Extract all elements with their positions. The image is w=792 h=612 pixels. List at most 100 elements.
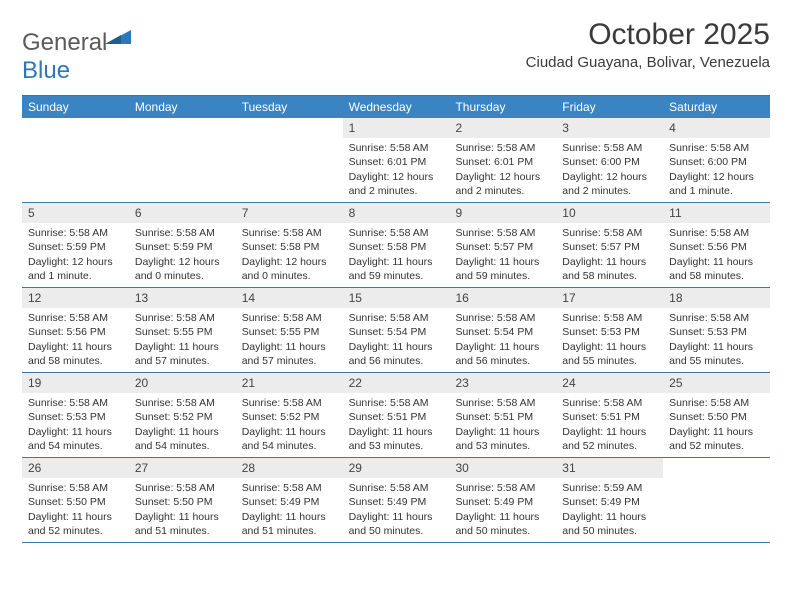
day-cell-20: 20Sunrise: 5:58 AMSunset: 5:52 PMDayligh… — [129, 373, 236, 457]
weekday-tuesday: Tuesday — [236, 96, 343, 118]
daylight-line: Daylight: 11 hours and 50 minutes. — [455, 510, 550, 538]
day-cell-29: 29Sunrise: 5:58 AMSunset: 5:49 PMDayligh… — [343, 458, 450, 542]
sunrise-line: Sunrise: 5:58 AM — [135, 396, 230, 410]
sunrise-line: Sunrise: 5:58 AM — [349, 481, 444, 495]
daylight-line: Daylight: 11 hours and 56 minutes. — [455, 340, 550, 368]
daylight-line: Daylight: 12 hours and 2 minutes. — [349, 170, 444, 198]
daylight-line: Daylight: 12 hours and 0 minutes. — [242, 255, 337, 283]
day-number: 23 — [449, 373, 556, 393]
day-cell-11: 11Sunrise: 5:58 AMSunset: 5:56 PMDayligh… — [663, 203, 770, 287]
day-cell-16: 16 Sunrise: 5:58 AMSunset: 5:54 PMDayligh… — [449, 288, 556, 372]
day-number: 20 — [129, 373, 236, 393]
sunrise-line: Sunrise: 5:58 AM — [135, 226, 230, 240]
daylight-line: Daylight: 11 hours and 52 minutes. — [28, 510, 123, 538]
calendar-body: 1 Sunrise: 5:58 AMSunset: 6:01 PMDaylight… — [22, 118, 770, 543]
day-cell-5: 5 Sunrise: 5:58 AMSunset: 5:59 PMDaylight… — [22, 203, 129, 287]
sunrise-line: Sunrise: 5:58 AM — [455, 311, 550, 325]
daylight-line: Daylight: 11 hours and 57 minutes. — [242, 340, 337, 368]
sunrise-line: Sunrise: 5:58 AM — [242, 311, 337, 325]
sunset-line: Sunset: 5:58 PM — [242, 240, 337, 254]
sunrise-line: Sunrise: 5:58 AM — [562, 226, 657, 240]
day-number: 25 — [663, 373, 770, 393]
sunrise-line: Sunrise: 5:58 AM — [669, 141, 764, 155]
daylight-line: Daylight: 12 hours and 1 minute. — [28, 255, 123, 283]
day-number: 6 — [129, 203, 236, 223]
sunrise-line: Sunrise: 5:59 AM — [562, 481, 657, 495]
day-number: 17 — [556, 288, 663, 308]
day-number: 15 — [343, 288, 450, 308]
daylight-line: Daylight: 11 hours and 52 minutes. — [562, 425, 657, 453]
sunset-line: Sunset: 6:00 PM — [562, 155, 657, 169]
day-cell-8: 8Sunrise: 5:58 AMSunset: 5:58 PMDaylight… — [343, 203, 450, 287]
sunrise-line: Sunrise: 5:58 AM — [455, 141, 550, 155]
sunset-line: Sunset: 5:55 PM — [242, 325, 337, 339]
sunset-line: Sunset: 5:51 PM — [349, 410, 444, 424]
sunrise-line: Sunrise: 5:58 AM — [349, 311, 444, 325]
daylight-line: Daylight: 11 hours and 55 minutes. — [669, 340, 764, 368]
sunrise-line: Sunrise: 5:58 AM — [28, 226, 123, 240]
sunset-line: Sunset: 5:53 PM — [28, 410, 123, 424]
calendar: SundayMondayTuesdayWednesdayThursdayFrid… — [22, 95, 770, 543]
day-number: 26 — [22, 458, 129, 478]
day-number — [236, 118, 343, 138]
sunset-line: Sunset: 5:56 PM — [28, 325, 123, 339]
day-cell-25: 25Sunrise: 5:58 AMSunset: 5:50 PMDayligh… — [663, 373, 770, 457]
day-cell-13: 13 Sunrise: 5:58 AMSunset: 5:55 PMDayligh… — [129, 288, 236, 372]
day-cell-empty — [22, 118, 129, 202]
daylight-line: Daylight: 11 hours and 59 minutes. — [349, 255, 444, 283]
day-number: 11 — [663, 203, 770, 223]
day-cell-6: 6 Sunrise: 5:58 AMSunset: 5:59 PMDaylight… — [129, 203, 236, 287]
day-body: Sunrise: 5:58 AMSunset: 5:58 PMDaylight:… — [240, 226, 339, 283]
sunrise-line: Sunrise: 5:58 AM — [455, 481, 550, 495]
sunrise-line: Sunrise: 5:58 AM — [562, 396, 657, 410]
sunset-line: Sunset: 5:59 PM — [28, 240, 123, 254]
weekday-friday: Friday — [556, 96, 663, 118]
daylight-line: Daylight: 11 hours and 57 minutes. — [135, 340, 230, 368]
sunset-line: Sunset: 5:54 PM — [455, 325, 550, 339]
day-number: 5 — [22, 203, 129, 223]
sunrise-line: Sunrise: 5:58 AM — [669, 396, 764, 410]
sunrise-line: Sunrise: 5:58 AM — [349, 396, 444, 410]
sunset-line: Sunset: 5:49 PM — [455, 495, 550, 509]
weekday-sunday: Sunday — [22, 96, 129, 118]
sunrise-line: Sunrise: 5:58 AM — [669, 226, 764, 240]
sunset-line: Sunset: 5:59 PM — [135, 240, 230, 254]
day-body: Sunrise: 5:58 AMSunset: 5:53 PMDaylight:… — [560, 311, 659, 368]
day-body: Sunrise: 5:58 AMSunset: 6:01 PMDaylight:… — [347, 141, 446, 198]
sunrise-line: Sunrise: 5:58 AM — [135, 481, 230, 495]
day-number: 14 — [236, 288, 343, 308]
day-number — [22, 118, 129, 138]
day-body: Sunrise: 5:58 AMSunset: 5:51 PMDaylight:… — [347, 396, 446, 453]
day-number: 28 — [236, 458, 343, 478]
daylight-line: Daylight: 11 hours and 52 minutes. — [669, 425, 764, 453]
sunrise-line: Sunrise: 5:58 AM — [562, 141, 657, 155]
sunrise-line: Sunrise: 5:58 AM — [28, 481, 123, 495]
day-body: Sunrise: 5:58 AMSunset: 5:55 PMDaylight:… — [240, 311, 339, 368]
day-body: Sunrise: 5:58 AMSunset: 5:56 PMDaylight:… — [26, 311, 125, 368]
sunset-line: Sunset: 5:52 PM — [242, 410, 337, 424]
daylight-line: Daylight: 12 hours and 0 minutes. — [135, 255, 230, 283]
day-cell-empty — [236, 118, 343, 202]
day-number: 21 — [236, 373, 343, 393]
day-body: Sunrise: 5:58 AMSunset: 5:52 PMDaylight:… — [240, 396, 339, 453]
day-number: 16 — [449, 288, 556, 308]
day-cell-empty — [663, 458, 770, 542]
day-body: Sunrise: 5:58 AMSunset: 5:55 PMDaylight:… — [133, 311, 232, 368]
day-number: 13 — [129, 288, 236, 308]
sunset-line: Sunset: 5:53 PM — [562, 325, 657, 339]
day-number: 24 — [556, 373, 663, 393]
logo-part2: Blue — [22, 57, 70, 84]
day-cell-10: 10Sunrise: 5:58 AMSunset: 5:57 PMDayligh… — [556, 203, 663, 287]
day-number: 1 — [343, 118, 450, 138]
daylight-line: Daylight: 11 hours and 58 minutes. — [562, 255, 657, 283]
day-number: 7 — [236, 203, 343, 223]
day-cell-1: 1 Sunrise: 5:58 AMSunset: 6:01 PMDaylight… — [343, 118, 450, 202]
day-number: 9 — [449, 203, 556, 223]
day-cell-17: 17 Sunrise: 5:58 AMSunset: 5:53 PMDayligh… — [556, 288, 663, 372]
day-body: Sunrise: 5:58 AMSunset: 5:53 PMDaylight:… — [26, 396, 125, 453]
day-cell-3: 3Sunrise: 5:58 AMSunset: 6:00 PMDaylight… — [556, 118, 663, 202]
day-body: Sunrise: 5:58 AMSunset: 5:57 PMDaylight:… — [453, 226, 552, 283]
day-cell-empty — [129, 118, 236, 202]
sunset-line: Sunset: 5:50 PM — [28, 495, 123, 509]
sunset-line: Sunset: 5:52 PM — [135, 410, 230, 424]
